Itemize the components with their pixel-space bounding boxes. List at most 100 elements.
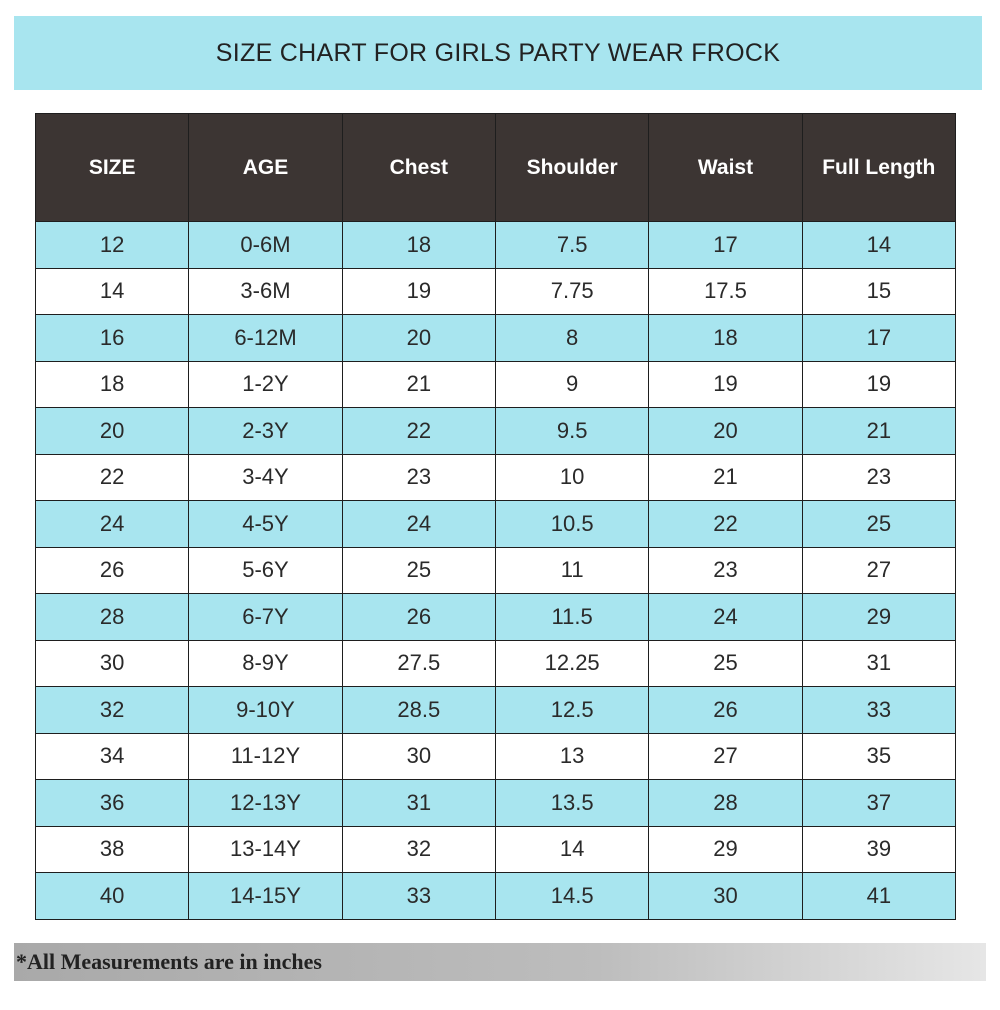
- size-table: SIZE AGE Chest Shoulder Waist Full Length 12 0…: [34, 113, 957, 920]
- table-cell: 30: [341, 732, 496, 780]
- table-cell: 38: [34, 825, 190, 873]
- table-cell: 20: [34, 407, 190, 455]
- table-cell: 41: [801, 872, 957, 920]
- table-cell: 35: [801, 732, 957, 780]
- table-cell: 14.5: [494, 872, 650, 920]
- table-row: 30 8-9Y 27.5 12.25 25 31: [34, 639, 957, 687]
- table-cell: 17.5: [648, 267, 803, 315]
- table-row: 18 1-2Y 21 9 19 19: [34, 360, 957, 408]
- table-cell: 23: [648, 546, 803, 594]
- table-cell: 6-7Y: [188, 593, 343, 641]
- table-cell: 26: [648, 686, 803, 734]
- table-cell: 13: [494, 732, 650, 780]
- table-cell: 14-15Y: [188, 872, 343, 920]
- table-cell: 15: [801, 267, 957, 315]
- table-cell: 23: [341, 453, 496, 501]
- table-cell: 3-4Y: [188, 453, 343, 501]
- column-header: Shoulder: [494, 113, 650, 222]
- table-cell: 24: [34, 500, 190, 548]
- table-cell: 0-6M: [188, 221, 343, 269]
- table-cell: 8: [494, 314, 650, 362]
- table-cell: 32: [34, 686, 190, 734]
- table-cell: 30: [648, 872, 803, 920]
- table-row: 20 2-3Y 22 9.5 20 21: [34, 407, 957, 455]
- table-cell: 2-3Y: [188, 407, 343, 455]
- table-cell: 9-10Y: [188, 686, 343, 734]
- table-cell: 21: [648, 453, 803, 501]
- table-cell: 25: [648, 639, 803, 687]
- table-cell: 32: [341, 825, 496, 873]
- table-row: 36 12-13Y 31 13.5 28 37: [34, 779, 957, 827]
- title-banner: SIZE CHART FOR GIRLS PARTY WEAR FROCK: [14, 16, 982, 90]
- table-cell: 24: [648, 593, 803, 641]
- table-cell: 21: [341, 360, 496, 408]
- table-cell: 13-14Y: [188, 825, 343, 873]
- table-row: 28 6-7Y 26 11.5 24 29: [34, 593, 957, 641]
- table-cell: 11.5: [494, 593, 650, 641]
- table-row: 40 14-15Y 33 14.5 30 41: [34, 872, 957, 920]
- table-cell: 28: [34, 593, 190, 641]
- table-row: 22 3-4Y 23 10 21 23: [34, 453, 957, 501]
- table-cell: 26: [341, 593, 496, 641]
- table-cell: 33: [801, 686, 957, 734]
- table-cell: 20: [341, 314, 496, 362]
- footnote: *All Measurements are in inches: [16, 949, 322, 974]
- column-header: Waist: [648, 113, 803, 222]
- table-cell: 16: [34, 314, 190, 362]
- table-cell: 20: [648, 407, 803, 455]
- table-cell: 28.5: [341, 686, 496, 734]
- table-cell: 12.25: [494, 639, 650, 687]
- table-cell: 10: [494, 453, 650, 501]
- table-cell: 14: [801, 221, 957, 269]
- table-cell: 40: [34, 872, 190, 920]
- footnote-bar: *All Measurements are in inches: [14, 943, 986, 981]
- table-cell: 12-13Y: [188, 779, 343, 827]
- table-cell: 31: [801, 639, 957, 687]
- table-cell: 23: [801, 453, 957, 501]
- table-cell: 12.5: [494, 686, 650, 734]
- table-cell: 27: [648, 732, 803, 780]
- table-cell: 39: [801, 825, 957, 873]
- table-cell: 7.5: [494, 221, 650, 269]
- table-row: 34 11-12Y 30 13 27 35: [34, 732, 957, 780]
- table-cell: 25: [341, 546, 496, 594]
- table-cell: 19: [801, 360, 957, 408]
- table-row: 16 6-12M 20 8 18 17: [34, 314, 957, 362]
- table-cell: 24: [341, 500, 496, 548]
- table-body: 12 0-6M 18 7.5 17 14 14 3-6M 19 7.75 17.5 15 16 6-12M…: [34, 221, 957, 920]
- table-cell: 22: [648, 500, 803, 548]
- column-header: Chest: [341, 113, 496, 222]
- table-cell: 19: [341, 267, 496, 315]
- table-cell: 8-9Y: [188, 639, 343, 687]
- table-cell: 11-12Y: [188, 732, 343, 780]
- table-cell: 4-5Y: [188, 500, 343, 548]
- header-row: SIZE AGE Chest Shoulder Waist Full Length: [34, 113, 957, 222]
- table-cell: 17: [801, 314, 957, 362]
- table-cell: 13.5: [494, 779, 650, 827]
- table-row: 32 9-10Y 28.5 12.5 26 33: [34, 686, 957, 734]
- table-cell: 26: [34, 546, 190, 594]
- table-cell: 9: [494, 360, 650, 408]
- table-cell: 5-6Y: [188, 546, 343, 594]
- table-cell: 3-6M: [188, 267, 343, 315]
- table-cell: 27: [801, 546, 957, 594]
- title: SIZE CHART FOR GIRLS PARTY WEAR FROCK: [215, 38, 781, 67]
- column-header: SIZE: [34, 113, 190, 222]
- table-cell: 30: [34, 639, 190, 687]
- table-cell: 14: [494, 825, 650, 873]
- table-row: 12 0-6M 18 7.5 17 14: [34, 221, 957, 269]
- table-cell: 18: [648, 314, 803, 362]
- table-row: 38 13-14Y 32 14 29 39: [34, 825, 957, 873]
- table-row: 24 4-5Y 24 10.5 22 25: [34, 500, 957, 548]
- table-cell: 1-2Y: [188, 360, 343, 408]
- table-cell: 6-12M: [188, 314, 343, 362]
- column-header: Full Length: [801, 113, 957, 222]
- table-head: SIZE AGE Chest Shoulder Waist Full Length: [34, 113, 957, 222]
- table-cell: 34: [34, 732, 190, 780]
- table-row: 26 5-6Y 25 11 23 27: [34, 546, 957, 594]
- table-cell: 33: [341, 872, 496, 920]
- table-cell: 12: [34, 221, 190, 269]
- table-cell: 10.5: [494, 500, 650, 548]
- table-cell: 18: [34, 360, 190, 408]
- table-cell: 19: [648, 360, 803, 408]
